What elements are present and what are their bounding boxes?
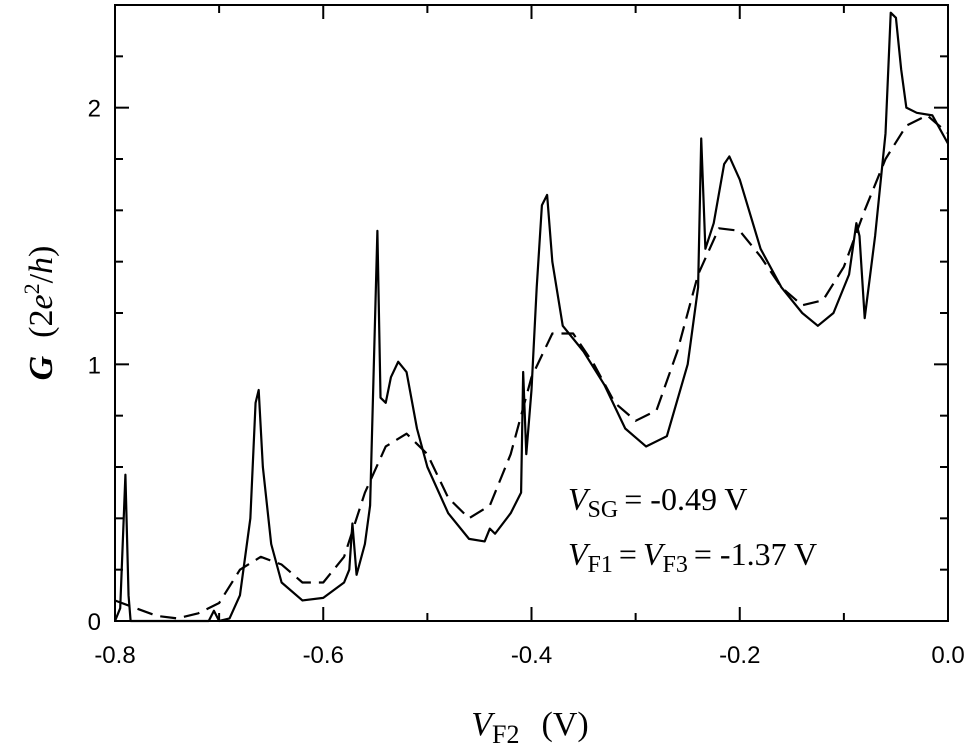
- plot-frame: [114, 4, 949, 622]
- y-tick-label: 1: [88, 352, 101, 379]
- series-line: [113, 11, 949, 623]
- annotation: VF1 = VF3 = -1.37 V: [568, 536, 817, 578]
- annotation-part: F3: [663, 552, 688, 578]
- y-label-part: ): [23, 246, 60, 257]
- x-label-part: F2: [492, 720, 519, 746]
- series-line: [114, 114, 949, 620]
- y-label-part: e: [23, 294, 60, 309]
- annotation-part: V: [568, 481, 591, 517]
- x-label-part: (V): [542, 706, 589, 743]
- y-axis-label: G (2e2/h): [19, 246, 60, 381]
- y-label-part: 2: [19, 283, 44, 294]
- annotation-part: SG: [588, 497, 619, 523]
- x-tick-label: -0.4: [511, 642, 552, 669]
- y-label-part: h: [23, 257, 60, 274]
- x-tick-label: 0.0: [931, 642, 964, 669]
- annotation-part: V: [643, 536, 666, 572]
- annotation-part: F1: [588, 552, 613, 578]
- annotation-part: = -0.49 V: [624, 481, 747, 517]
- annotation-part: = -1.37 V: [694, 536, 817, 572]
- annotation: VSG = -0.49 V: [568, 481, 747, 523]
- y-label-part: (2: [23, 309, 60, 337]
- x-tick-label: -0.2: [719, 642, 760, 669]
- annotation-part: =: [619, 536, 637, 572]
- y-label-part: G: [23, 355, 60, 380]
- x-axis-label: VF2 (V): [471, 706, 588, 746]
- x-tick-label: -0.6: [303, 642, 344, 669]
- y-label-part: /: [23, 273, 60, 283]
- annotation-part: V: [568, 536, 591, 572]
- y-tick-label: 0: [88, 609, 101, 636]
- x-tick-label: -0.8: [94, 642, 135, 669]
- y-tick-label: 2: [88, 96, 101, 123]
